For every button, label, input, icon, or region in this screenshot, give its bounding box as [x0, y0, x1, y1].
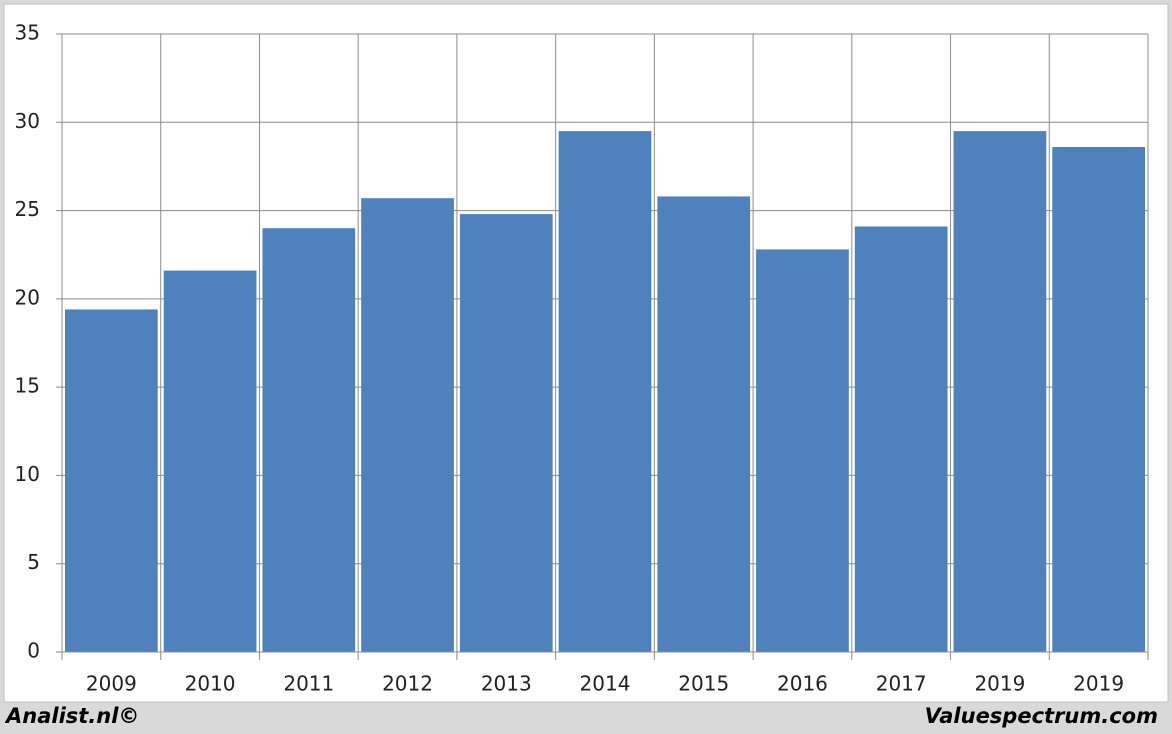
bar — [953, 131, 1047, 653]
x-tick-label: 2019 — [974, 672, 1025, 696]
bar — [459, 214, 553, 653]
bar — [262, 228, 356, 652]
x-tick-label: 2015 — [678, 672, 729, 696]
y-tick-label: 35 — [15, 21, 40, 45]
bar — [1052, 147, 1145, 652]
y-tick-label: 15 — [15, 374, 40, 398]
y-tick-label: 5 — [27, 550, 40, 574]
source-left: Analist.nl© — [4, 704, 139, 728]
x-tick-label: 2016 — [777, 672, 828, 696]
x-tick-label: 2009 — [86, 672, 137, 696]
bar — [854, 226, 948, 652]
y-tick-label: 0 — [27, 639, 40, 663]
bar — [558, 131, 652, 653]
source-right: Valuespectrum.com — [925, 704, 1158, 728]
x-tick-label: 2010 — [185, 672, 236, 696]
x-tick-label: 2019 — [1073, 672, 1124, 696]
bar — [657, 196, 751, 652]
y-tick-label: 30 — [15, 109, 40, 133]
x-tick-label: 2017 — [876, 672, 927, 696]
y-tick-label: 10 — [15, 462, 40, 486]
bar — [361, 198, 454, 652]
bar — [756, 249, 849, 652]
y-tick-label: 25 — [15, 197, 40, 221]
x-tick-label: 2012 — [382, 672, 433, 696]
bar — [163, 270, 257, 652]
y-tick-label: 20 — [15, 285, 40, 309]
x-tick-label: 2014 — [580, 672, 631, 696]
x-tick-label: 2013 — [481, 672, 532, 696]
x-tick-label: 2011 — [283, 672, 334, 696]
bar — [65, 309, 158, 652]
